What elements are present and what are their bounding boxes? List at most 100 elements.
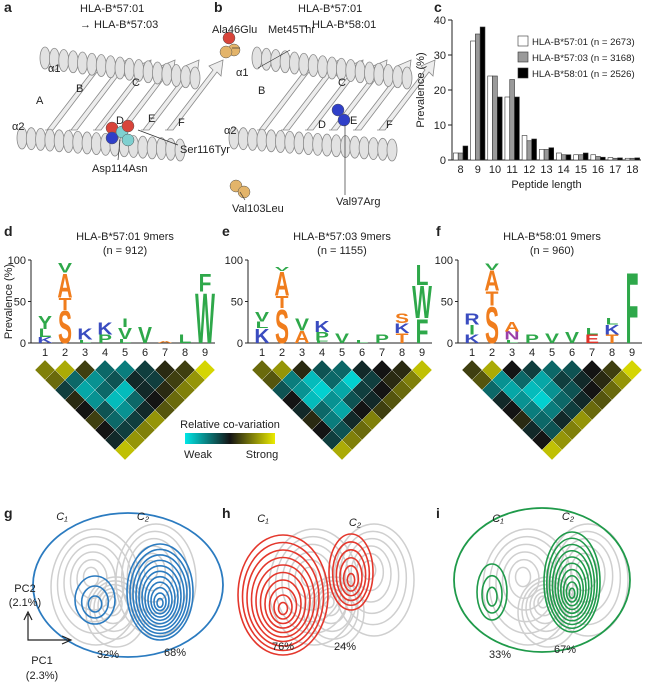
cluster-contour: [328, 533, 374, 611]
logo-letter: K: [97, 320, 112, 339]
x-tick-label: 5: [339, 347, 345, 359]
residue-sphere: [331, 103, 345, 117]
x-tick-label: 9: [202, 347, 208, 359]
cluster-label: C₁: [56, 511, 68, 523]
structure-label: E: [148, 113, 155, 125]
bar: [573, 154, 579, 161]
logo-letter: L: [586, 327, 599, 337]
helix-turn: [81, 131, 93, 155]
helix-turn: [368, 137, 379, 160]
cluster-contour: [559, 568, 584, 611]
helix-turn: [307, 54, 319, 77]
bar: [531, 138, 537, 161]
cluster-contour: [246, 549, 320, 647]
cluster-contour: [557, 562, 587, 615]
x-tick-label: 8: [399, 347, 405, 359]
beta-strand: [165, 59, 224, 131]
bar: [487, 75, 493, 161]
bar: [582, 152, 589, 161]
logo-letter: V: [335, 331, 349, 347]
cluster-contour: [141, 570, 179, 625]
cluster-contour: [346, 572, 356, 588]
bar: [462, 145, 469, 161]
logo-title: HLA-B*57:01 9mers: [76, 231, 174, 243]
helix-turn: [189, 66, 201, 90]
logo-letter: E: [585, 333, 599, 346]
x-tick-label: 4: [529, 347, 535, 359]
logo-letter: R: [464, 310, 480, 328]
logo-letter: A: [57, 267, 72, 306]
cluster-share: 33%: [489, 649, 511, 661]
bar: [634, 157, 640, 161]
logo-letter: W: [195, 279, 215, 359]
background-contour: [85, 576, 147, 648]
logo-letter: L: [416, 260, 429, 292]
leader-line: [257, 49, 291, 69]
cluster-contour: [545, 537, 598, 630]
helix-turn: [72, 130, 84, 154]
logo-title: HLA-B*58:01 9mers: [503, 231, 601, 243]
x-tick-label: 2: [489, 347, 495, 359]
cluster-contour: [562, 574, 582, 607]
bar: [624, 157, 631, 161]
logo-letter: A: [274, 265, 289, 304]
x-tick-label: 7: [379, 347, 385, 359]
x-tick-label: 4: [319, 347, 325, 359]
helix-turn: [317, 55, 329, 79]
cluster-contour: [241, 541, 325, 652]
logo-letter: P: [98, 333, 112, 346]
logo-letter: V: [545, 331, 559, 347]
logo-letter: V: [138, 322, 152, 348]
logo-letter: Y: [38, 313, 52, 334]
y-axis-label: Prevalence (%): [415, 52, 427, 127]
helix-turn: [386, 138, 398, 162]
structure-label: Val97Arg: [336, 196, 380, 208]
cluster-label: C₂: [349, 517, 362, 529]
cluster-contour: [543, 531, 601, 633]
helix-turn: [345, 59, 357, 82]
helix-turn: [401, 66, 413, 90]
helix-turn: [326, 56, 338, 80]
bar: [543, 149, 550, 161]
logo-count: (n = 1155): [317, 245, 367, 257]
x-tick-label: 1: [469, 347, 475, 359]
structure-label: D: [116, 115, 124, 127]
x-tick-label: 3: [509, 347, 515, 359]
bar: [457, 152, 464, 161]
logo-letter: F: [316, 340, 329, 344]
structure-label: B: [258, 85, 265, 97]
bar: [607, 157, 614, 161]
cluster-label: C₂: [137, 511, 150, 523]
structure-label: D: [318, 119, 326, 131]
helix-turn: [156, 137, 167, 160]
logo-letter: A: [294, 329, 309, 348]
bar: [578, 154, 584, 161]
legend-swatch: [517, 67, 529, 79]
helix-turn: [340, 135, 351, 158]
y-tick-label: 20: [434, 85, 446, 97]
leader-line: [137, 129, 179, 146]
cluster-share: 68%: [164, 647, 186, 659]
helix-turn: [270, 49, 282, 72]
x-tick-label: 1: [42, 347, 48, 359]
y-tick-label: 100: [435, 255, 453, 267]
bar: [565, 154, 572, 161]
cluster-contour: [277, 601, 289, 616]
logo-letter: V: [275, 266, 290, 272]
helix-turn: [382, 64, 394, 87]
bar: [514, 96, 520, 161]
cluster-contour: [32, 512, 224, 658]
y-tick-label: 100: [225, 255, 243, 267]
cluster-share: 76%: [272, 641, 294, 653]
y-tick-label: 10: [434, 120, 446, 132]
logo-title: HLA-B*57:03 9mers: [293, 231, 391, 243]
logo-letter: S: [58, 302, 72, 353]
bar: [453, 152, 459, 161]
y-tick-label: 0: [237, 338, 243, 350]
helix-turn: [302, 132, 314, 156]
helix-turn: [170, 64, 182, 87]
helix-turn: [373, 62, 385, 86]
helix-turn: [86, 52, 98, 76]
x-tick-label: 11: [506, 164, 517, 176]
structure-label: α2: [224, 125, 236, 137]
